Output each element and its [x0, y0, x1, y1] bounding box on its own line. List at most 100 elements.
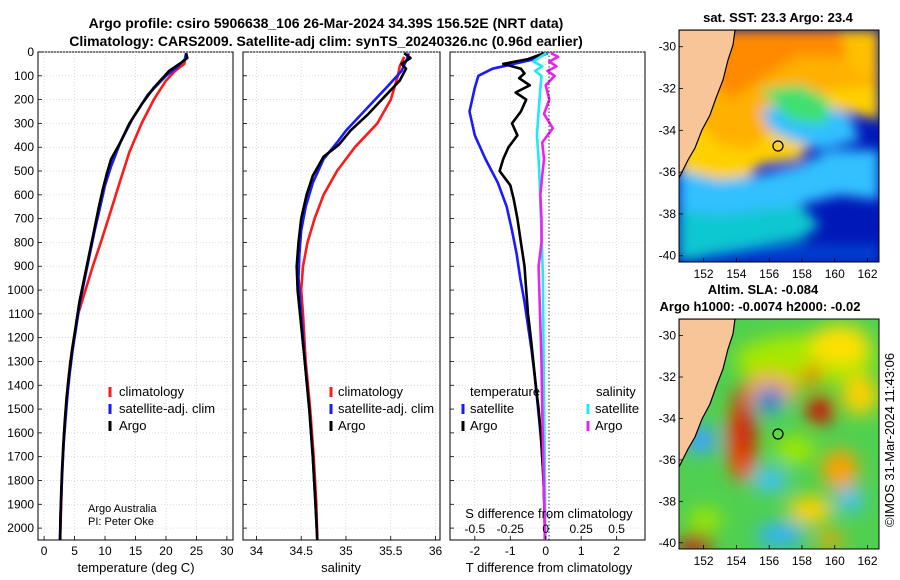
map-lon-label: 156 — [759, 554, 779, 568]
figure-title-line2: Climatology: CARS2009. Satellite-adj cli… — [69, 33, 583, 49]
x-tick-label: 34 — [250, 544, 264, 558]
x-tick-label: 0 — [41, 544, 48, 558]
depth-tick-label: 1000 — [7, 283, 34, 297]
map-lat-label: -30 — [659, 329, 677, 343]
legend-title-salinity: salinity — [596, 384, 636, 399]
sla-map-title-line1: Altim. SLA: -0.084 — [708, 282, 819, 297]
depth-tick-label: 1100 — [8, 307, 34, 321]
map-lon-label: 160 — [825, 554, 845, 568]
x-tick-label: 36 — [429, 544, 443, 558]
x-tick-label: 0 — [542, 544, 549, 558]
map-lon-label: 152 — [694, 267, 714, 281]
difference-temperature-argo-line — [498, 51, 547, 541]
legend-label-climatology: climatology — [119, 384, 185, 399]
depth-tick-label: 100 — [14, 69, 34, 83]
s-tick-label: -0.25 — [497, 522, 525, 536]
map-lat-label: -30 — [659, 40, 677, 54]
depth-tick-label: 200 — [14, 93, 34, 107]
temperature-axis-label: temperature (deg C) — [77, 560, 194, 575]
profile-location-marker — [772, 428, 784, 440]
depth-tick-label: 1400 — [7, 378, 34, 392]
depth-tick-label: 1600 — [7, 426, 34, 440]
s-tick-label: 0.25 — [570, 522, 594, 536]
t-difference-axis-label: T difference from climatology — [466, 560, 633, 575]
legend-label-climatology: climatology — [338, 384, 404, 399]
sst-map-title: sat. SST: 23.3 Argo: 23.4 — [703, 10, 854, 25]
salinity-panel — [242, 51, 441, 541]
map-lat-label: -34 — [659, 411, 677, 425]
depth-tick-label: 500 — [14, 164, 34, 178]
depth-tick-label: 400 — [14, 140, 34, 154]
x-tick-label: 34.5 — [290, 544, 314, 558]
map-lon-label: 158 — [792, 267, 812, 281]
legend-label-s-argo: Argo — [595, 418, 622, 433]
map-lon-label: 160 — [825, 267, 845, 281]
sla-map-title-line2: Argo h1000: -0.0074 h2000: -0.02 — [660, 299, 861, 314]
x-tick-label: 30 — [220, 544, 234, 558]
depth-tick-label: 1300 — [7, 354, 34, 368]
depth-tick-label: 800 — [14, 235, 34, 249]
x-tick-label: 10 — [98, 544, 112, 558]
x-tick-label: 20 — [159, 544, 173, 558]
map-lat-label: -38 — [659, 494, 677, 508]
temperature-legend: climatology satellite-adj. clim Argo — [108, 384, 215, 433]
sla-map — [679, 319, 879, 549]
figure-title-line1: Argo profile: csiro 5906638_106 26-Mar-2… — [89, 15, 564, 31]
depth-tick-label: 1800 — [7, 473, 34, 487]
difference-legend: temperature salinity satellite Argo sate… — [461, 384, 639, 433]
legend-label-t-satellite: satellite — [470, 401, 514, 416]
map-lon-label: 162 — [858, 554, 878, 568]
map-lat-label: -40 — [659, 536, 677, 550]
x-tick-label: -1 — [505, 544, 516, 558]
legend-label-argo: Argo — [119, 418, 146, 433]
depth-tick-label: 600 — [14, 188, 34, 202]
map-lat-label: -38 — [659, 207, 677, 221]
x-tick-label: 2 — [613, 544, 620, 558]
x-tick-label: 5 — [71, 544, 78, 558]
depth-tick-label: 700 — [14, 212, 34, 226]
sla-map-frame — [678, 318, 880, 550]
sst-map — [679, 30, 879, 262]
legend-title-temperature: temperature — [470, 384, 540, 399]
salinity-axis-label: salinity — [321, 560, 361, 575]
x-tick-label: 35 — [339, 544, 353, 558]
s-tick-label: 0 — [542, 522, 549, 536]
x-tick-label: 35.5 — [379, 544, 403, 558]
depth-tick-label: 300 — [14, 116, 34, 130]
sst-map-frame — [678, 29, 880, 263]
x-tick-label: -2 — [469, 544, 480, 558]
depth-tick-label: 900 — [14, 259, 34, 273]
depth-tick-label: 2000 — [7, 521, 34, 535]
temperature-argo-line — [58, 52, 189, 541]
australia-coastline-sla — [679, 319, 736, 468]
depth-tick-label: 1900 — [7, 497, 34, 511]
legend-label-satellite: satellite-adj. clim — [338, 401, 434, 416]
x-tick-label: 1 — [578, 544, 585, 558]
map-lon-label: 156 — [759, 267, 779, 281]
s-difference-axis-label: S difference from climatology — [465, 506, 633, 521]
depth-tick-label: 1500 — [7, 402, 34, 416]
s-tick-label: -0.5 — [464, 522, 485, 536]
depth-tick-label: 0 — [27, 45, 34, 59]
legend-label-s-satellite: satellite — [595, 401, 639, 416]
x-tick-label: 25 — [190, 544, 204, 558]
legend-label-satellite: satellite-adj. clim — [119, 401, 215, 416]
map-lon-label: 154 — [726, 267, 746, 281]
map-lat-label: -34 — [659, 123, 677, 137]
map-lon-label: 162 — [858, 267, 878, 281]
legend-label-t-argo: Argo — [470, 418, 497, 433]
credit-line2: PI: Peter Oke — [88, 516, 154, 528]
map-lat-label: -36 — [659, 453, 677, 467]
depth-tick-label: 1200 — [7, 331, 34, 345]
map-lat-label: -36 — [659, 165, 677, 179]
depth-tick-label: 1700 — [7, 450, 34, 464]
salinity-legend: climatology satellite-adj. clim Argo — [329, 384, 434, 433]
map-lat-label: -32 — [659, 370, 677, 384]
map-lon-label: 154 — [726, 554, 746, 568]
map-lon-label: 152 — [694, 554, 714, 568]
imos-watermark: ©IMOS 31-Mar-2024 11:43:06 — [882, 353, 897, 527]
difference-salinity-satellite-line — [531, 52, 548, 541]
credit-line1: Argo Australia — [88, 503, 157, 515]
map-lat-label: -32 — [659, 82, 677, 96]
